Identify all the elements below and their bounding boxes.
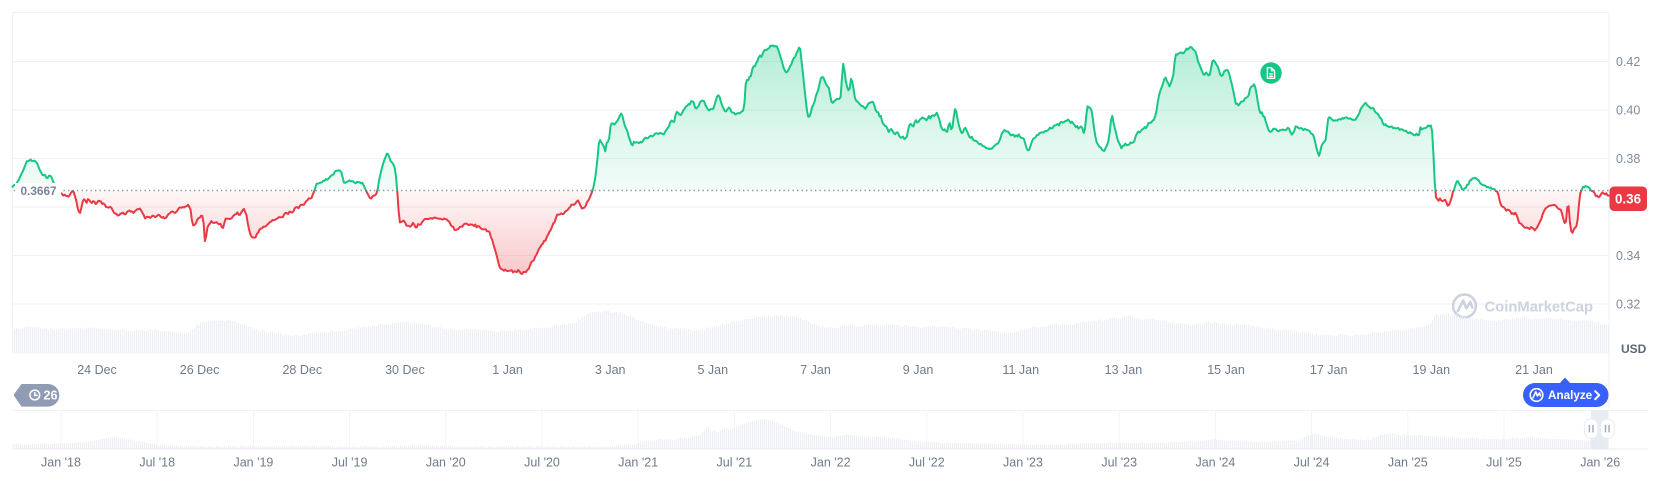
svg-text:Jul '19: Jul '19 [332,456,368,470]
svg-text:Jan '18: Jan '18 [41,456,81,470]
svg-text:21 Jan: 21 Jan [1515,363,1553,377]
svg-text:Analyze: Analyze [1548,389,1593,402]
svg-text:3 Jan: 3 Jan [595,363,626,377]
svg-text:13 Jan: 13 Jan [1105,363,1143,377]
svg-text:Jan '19: Jan '19 [233,456,273,470]
svg-text:Jan '23: Jan '23 [1003,456,1043,470]
svg-text:1 Jan: 1 Jan [492,363,523,377]
svg-text:Jul '24: Jul '24 [1294,456,1330,470]
svg-text:0.32: 0.32 [1616,298,1640,312]
svg-text:19 Jan: 19 Jan [1413,363,1451,377]
svg-text:Jul '18: Jul '18 [139,456,175,470]
svg-text:28 Dec: 28 Dec [282,363,322,377]
svg-text:Jul '20: Jul '20 [524,456,560,470]
svg-text:26: 26 [44,389,58,403]
svg-text:9 Jan: 9 Jan [903,363,934,377]
svg-text:0.42: 0.42 [1616,55,1640,69]
svg-text:USD: USD [1621,342,1647,356]
svg-text:15 Jan: 15 Jan [1207,363,1245,377]
svg-text:Jul '23: Jul '23 [1101,456,1137,470]
svg-text:CoinMarketCap: CoinMarketCap [1485,300,1594,316]
svg-text:Jul '21: Jul '21 [717,456,753,470]
svg-text:5 Jan: 5 Jan [698,363,729,377]
svg-text:11 Jan: 11 Jan [1002,363,1039,377]
svg-text:Jul '22: Jul '22 [909,456,945,470]
svg-text:26 Dec: 26 Dec [180,363,220,377]
svg-text:Jan '26: Jan '26 [1580,456,1620,470]
svg-text:0.36: 0.36 [1615,192,1641,207]
svg-text:0.38: 0.38 [1616,152,1640,166]
svg-text:Jul '25: Jul '25 [1486,456,1522,470]
svg-text:30 Dec: 30 Dec [385,363,425,377]
svg-text:24 Dec: 24 Dec [77,363,117,377]
svg-text:Jan '24: Jan '24 [1195,456,1235,470]
svg-text:7 Jan: 7 Jan [800,363,831,377]
svg-text:0.40: 0.40 [1616,104,1640,118]
svg-text:0.3667: 0.3667 [21,184,58,198]
svg-text:Jan '25: Jan '25 [1388,456,1428,470]
svg-text:17 Jan: 17 Jan [1310,363,1348,377]
svg-text:Jan '20: Jan '20 [426,456,466,470]
svg-text:Jan '22: Jan '22 [811,456,851,470]
svg-text:0.34: 0.34 [1616,249,1640,263]
svg-text:Jan '21: Jan '21 [618,456,658,470]
